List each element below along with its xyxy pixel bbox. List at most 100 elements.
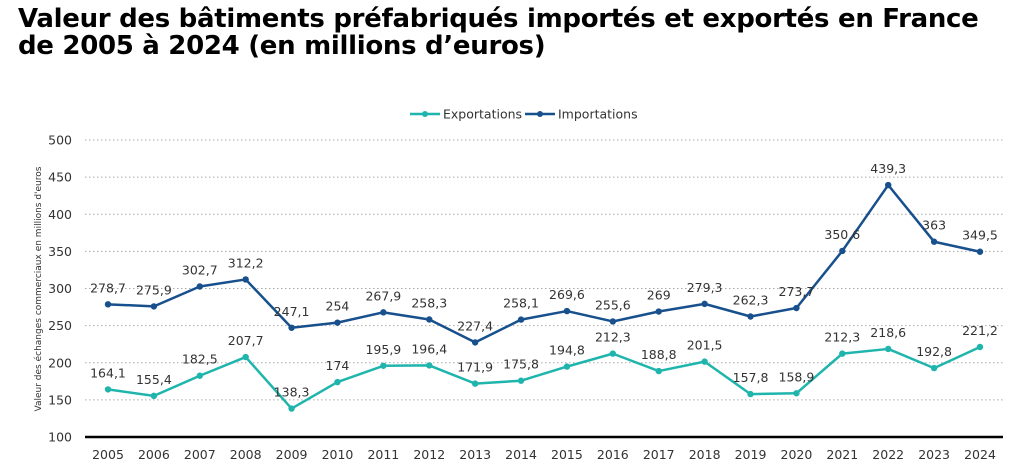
x-tick-label: 2013 — [459, 447, 491, 462]
chart-title: Valeur des bâtiments préfabriqués import… — [18, 4, 979, 61]
data-label-exportations: 164,1 — [90, 365, 126, 380]
data-point-importations — [609, 318, 617, 325]
y-tick-label: 500 — [48, 133, 72, 148]
data-point-importations — [563, 307, 571, 315]
x-tick-label: 2020 — [781, 447, 813, 462]
data-label-importations: 312,2 — [228, 255, 264, 270]
data-point-exportations — [380, 362, 387, 369]
data-label-exportations: 174 — [326, 358, 350, 373]
data-label-exportations: 195,9 — [365, 342, 401, 357]
data-label-exportations: 182,5 — [182, 352, 218, 367]
legend-label-exportations: Exportations — [443, 107, 522, 122]
data-label-exportations: 212,3 — [824, 330, 860, 345]
data-point-importations — [426, 316, 433, 323]
data-label-exportations: 218,6 — [870, 325, 906, 340]
x-tick-label: 2018 — [689, 447, 721, 462]
data-point-exportations — [517, 377, 525, 384]
data-label-exportations: 221,2 — [962, 323, 998, 338]
x-tick-label: 2015 — [551, 447, 583, 462]
data-point-exportations — [976, 343, 984, 351]
data-point-exportations — [747, 390, 754, 398]
data-point-importations — [196, 283, 203, 290]
data-point-exportations — [196, 372, 203, 379]
data-label-exportations: 201,5 — [687, 338, 723, 353]
x-tick-label: 2016 — [597, 447, 629, 462]
y-tick-label: 250 — [48, 318, 72, 333]
x-tick-label: 2012 — [413, 447, 445, 462]
data-point-exportations — [839, 350, 846, 357]
data-label-importations: 269 — [647, 288, 671, 303]
data-point-exportations — [609, 350, 617, 357]
data-point-importations — [380, 309, 387, 316]
x-tick-label: 2023 — [918, 447, 950, 462]
x-tick-label: 2005 — [92, 447, 124, 462]
data-label-importations: 363 — [922, 218, 946, 233]
y-tick-label: 150 — [48, 392, 72, 407]
data-label-exportations: 194,8 — [549, 343, 585, 358]
data-point-importations — [701, 300, 708, 308]
data-point-importations — [517, 316, 525, 323]
data-point-exportations — [471, 380, 479, 387]
data-label-importations: 258,3 — [411, 295, 447, 310]
x-tick-label: 2009 — [276, 447, 308, 462]
data-point-exportations — [930, 364, 938, 372]
data-label-importations: 275,9 — [136, 282, 172, 297]
data-label-importations: 439,3 — [870, 161, 906, 176]
x-tick-label: 2010 — [322, 447, 354, 462]
data-point-importations — [976, 248, 984, 255]
y-axis-label: Valeur des échanges commerciaux en milli… — [33, 166, 44, 411]
x-tick-label: 2006 — [138, 447, 170, 462]
data-label-exportations: 157,8 — [733, 370, 769, 385]
data-label-exportations: 212,3 — [595, 330, 631, 345]
data-point-exportations — [288, 405, 295, 412]
x-tick-label: 2017 — [643, 447, 675, 462]
data-label-importations: 273,7 — [779, 284, 815, 299]
data-point-importations — [104, 301, 112, 308]
x-tick-label: 2024 — [964, 447, 996, 462]
data-label-importations: 255,6 — [595, 297, 631, 312]
data-label-exportations: 196,4 — [411, 341, 447, 356]
data-label-exportations: 138,3 — [274, 385, 310, 400]
y-tick-label: 450 — [48, 170, 72, 185]
data-point-exportations — [104, 386, 112, 393]
data-point-exportations — [885, 345, 892, 353]
data-label-exportations: 188,8 — [641, 347, 677, 362]
x-tick-label: 2007 — [184, 447, 216, 462]
data-label-importations: 269,6 — [549, 287, 585, 302]
data-label-importations: 278,7 — [90, 280, 126, 295]
data-label-importations: 267,9 — [365, 288, 401, 303]
data-label-importations: 349,5 — [962, 228, 998, 243]
x-tick-label: 2019 — [735, 447, 767, 462]
y-tick-label: 100 — [48, 430, 72, 445]
data-label-importations: 262,3 — [733, 292, 769, 307]
data-point-exportations — [701, 358, 708, 365]
data-label-importations: 350,6 — [824, 227, 860, 242]
data-point-exportations — [242, 353, 249, 361]
x-tick-label: 2022 — [872, 447, 904, 462]
data-label-importations: 227,4 — [457, 318, 493, 333]
data-point-exportations — [150, 392, 158, 400]
x-tick-label: 2021 — [826, 447, 858, 462]
data-label-importations: 279,3 — [687, 280, 723, 295]
data-point-importations — [655, 308, 662, 315]
data-point-importations — [242, 276, 249, 283]
legend-label-importations: Importations — [558, 107, 638, 122]
data-point-exportations — [426, 362, 433, 369]
data-label-exportations: 171,9 — [457, 360, 493, 375]
data-point-exportations — [793, 390, 800, 397]
x-tick-label: 2014 — [505, 447, 537, 462]
data-label-importations: 254 — [326, 299, 350, 314]
data-label-exportations: 155,4 — [136, 372, 172, 387]
y-tick-label: 300 — [48, 281, 72, 296]
data-point-importations — [793, 304, 800, 312]
x-tick-label: 2011 — [367, 447, 399, 462]
series-line-exportations — [107, 345, 981, 410]
data-point-importations — [471, 339, 479, 346]
data-point-importations — [150, 303, 158, 310]
series-line-importations — [107, 183, 981, 344]
data-label-importations: 258,1 — [503, 296, 539, 311]
data-label-exportations: 158,9 — [779, 369, 815, 384]
data-label-exportations: 192,8 — [916, 344, 952, 359]
data-point-importations — [930, 238, 938, 245]
x-tick-label: 2008 — [230, 447, 262, 462]
